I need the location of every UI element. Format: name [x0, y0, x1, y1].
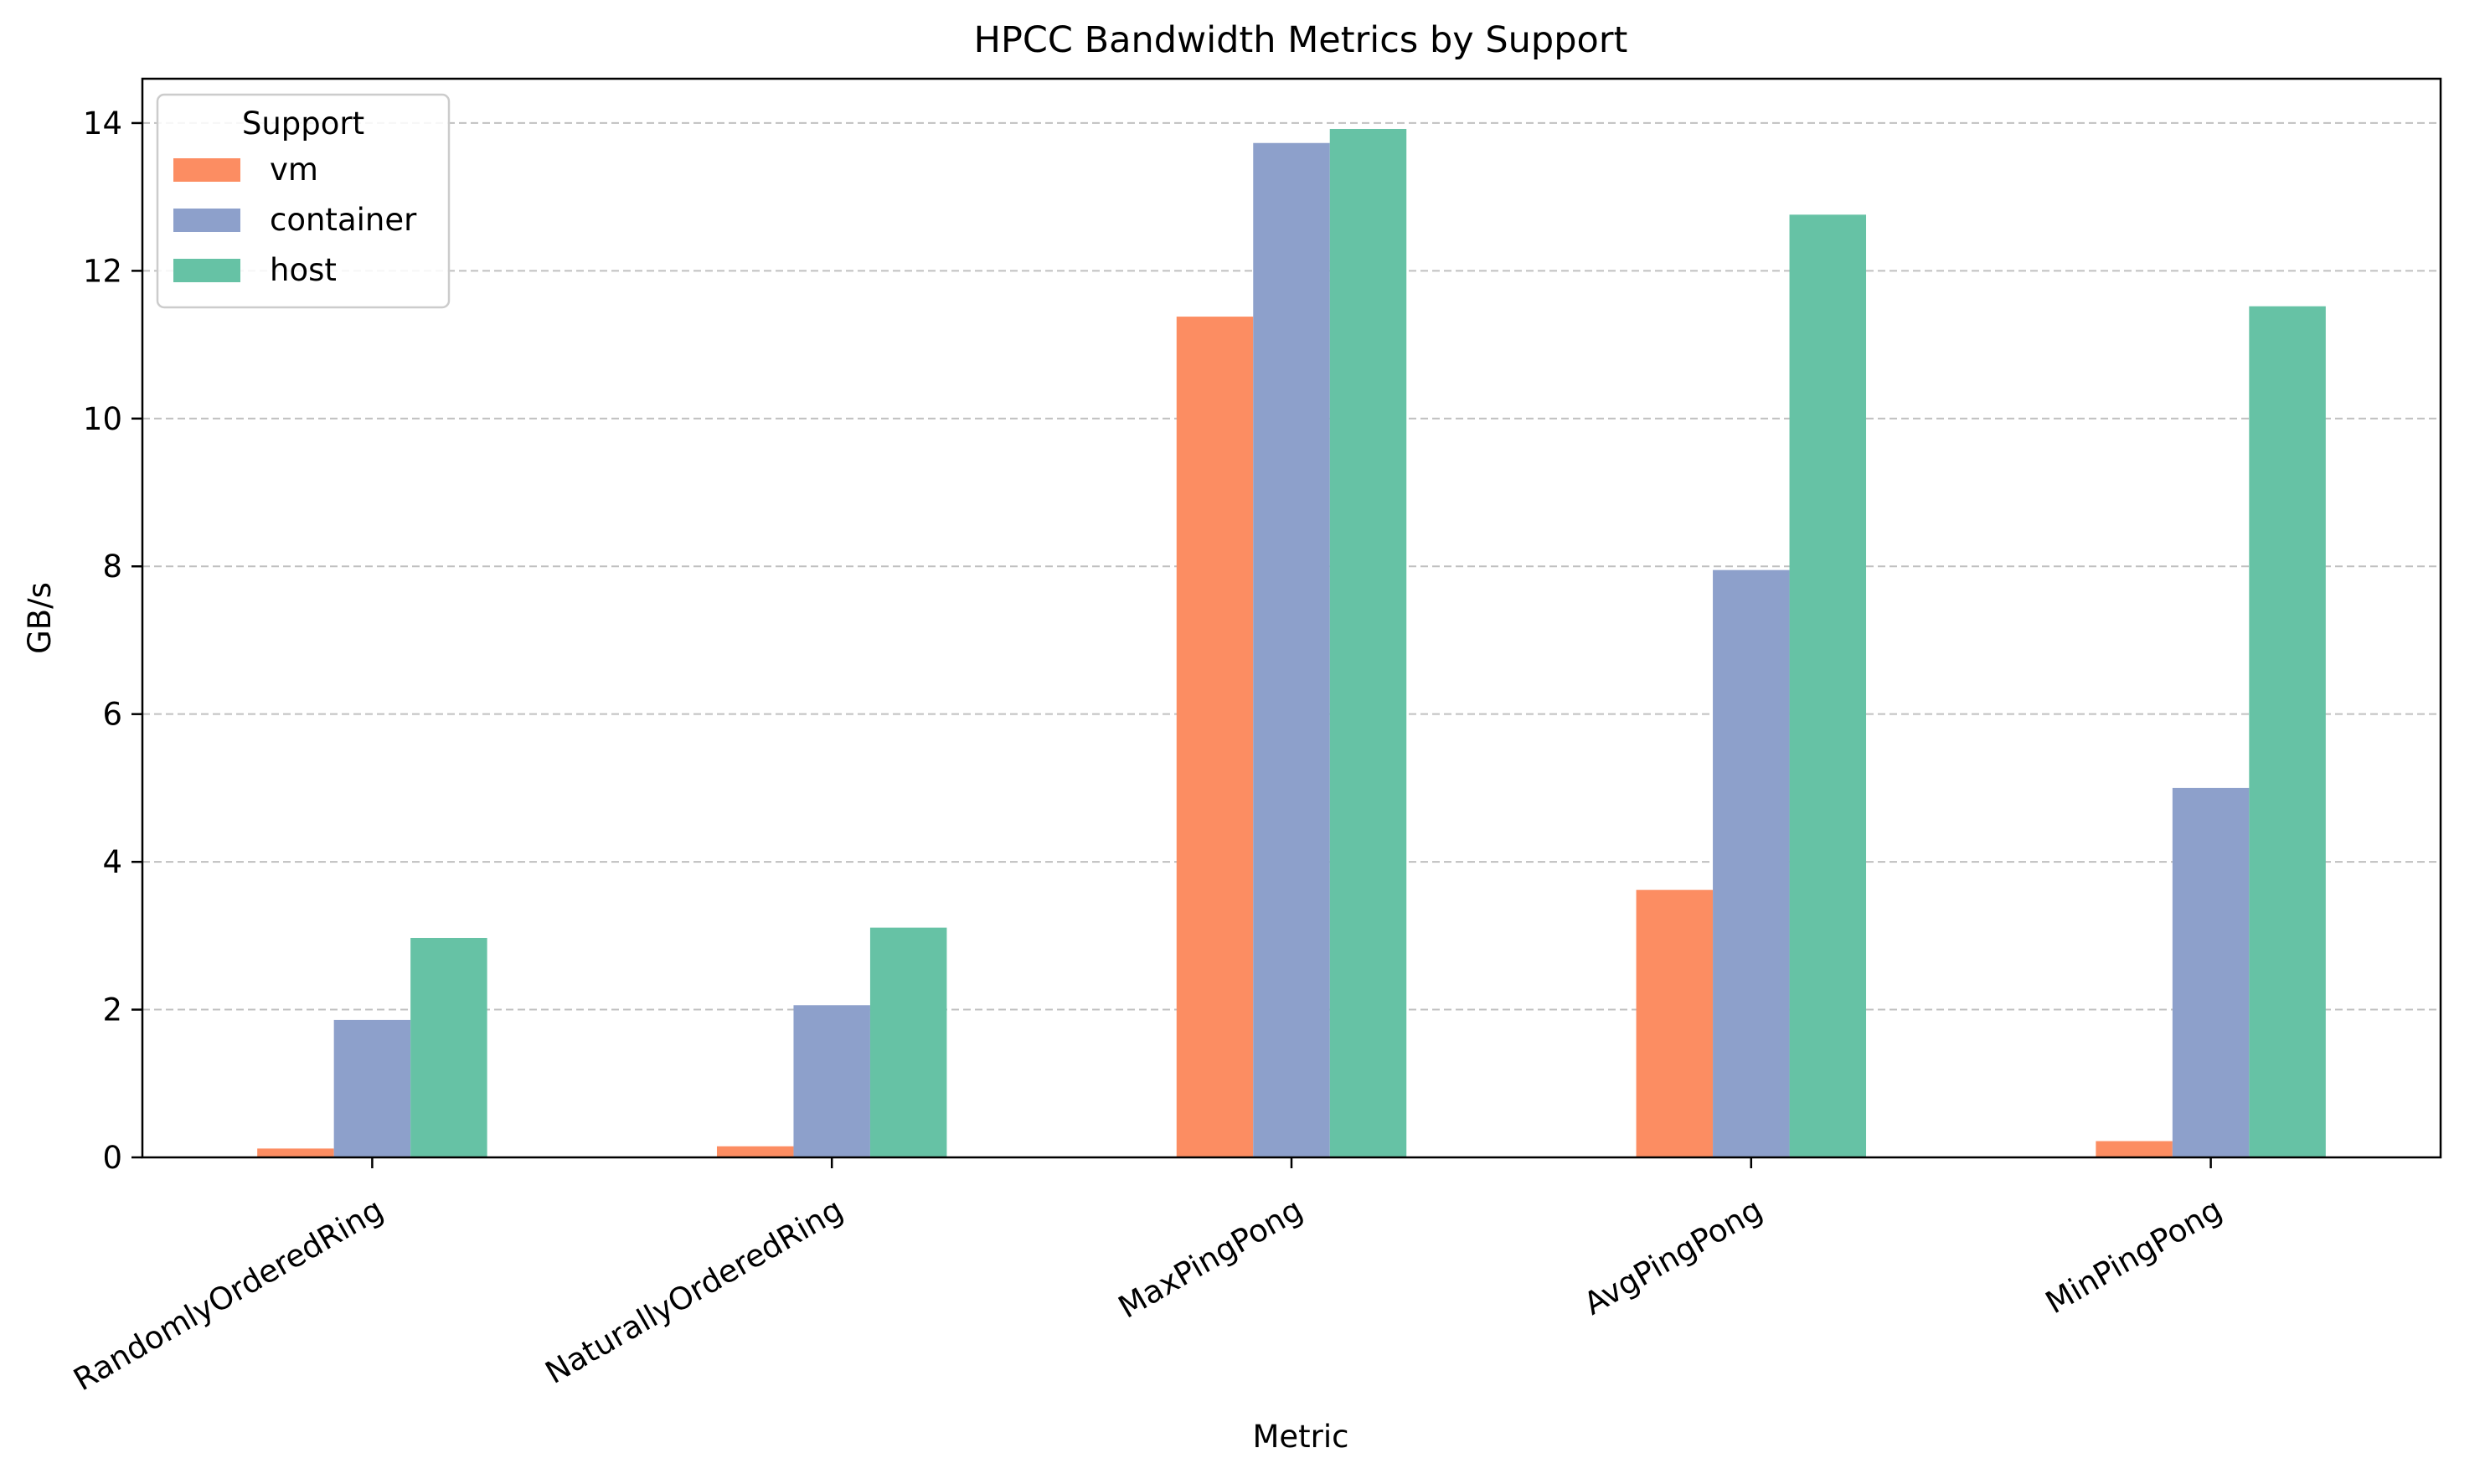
- bar-vm: [2096, 1141, 2173, 1157]
- x-axis-label: Metric: [1252, 1419, 1348, 1455]
- chart-title: HPCC Bandwidth Metrics by Support: [974, 19, 1628, 61]
- y-tick-label: 12: [83, 253, 122, 289]
- y-tick-label: 4: [102, 844, 122, 880]
- legend-items: vm container host: [173, 152, 417, 288]
- bar-vm: [257, 1148, 334, 1157]
- bar-container: [1713, 569, 1790, 1157]
- y-tick-label: 14: [83, 106, 122, 142]
- legend-swatch-container: [173, 209, 240, 232]
- bar-vm: [1636, 889, 1714, 1157]
- legend-swatch-vm: [173, 158, 240, 182]
- legend-title: Support: [242, 106, 364, 142]
- bar-host: [869, 927, 947, 1157]
- y-tick-label: 2: [102, 992, 122, 1028]
- legend-label-host: host: [270, 252, 337, 288]
- bars: [257, 128, 2326, 1158]
- legend-frame: [156, 93, 451, 309]
- bar-container: [333, 1019, 411, 1157]
- bar-host: [410, 937, 487, 1157]
- y-axis: 0 2 4 6 8 10 12 14: [83, 106, 142, 1176]
- bar-host: [1789, 214, 1867, 1158]
- bar-vm: [716, 1146, 794, 1157]
- y-tick-label: 10: [83, 401, 122, 437]
- bar-container: [1253, 142, 1330, 1157]
- bar-vm: [1176, 317, 1254, 1157]
- bar-host: [1329, 128, 1407, 1158]
- legend-label-container: container: [270, 202, 417, 238]
- legend: Support vm container host: [156, 93, 451, 309]
- y-tick-label: 8: [102, 549, 122, 585]
- bar-container: [2172, 787, 2250, 1157]
- bar-container: [793, 1005, 870, 1157]
- y-axis-label: GB/s: [22, 582, 58, 654]
- y-tick-label: 0: [102, 1140, 122, 1176]
- legend-swatch-host: [173, 259, 240, 282]
- bar-host: [2249, 306, 2326, 1157]
- legend-label-vm: vm: [270, 152, 318, 188]
- y-tick-label: 6: [102, 697, 122, 733]
